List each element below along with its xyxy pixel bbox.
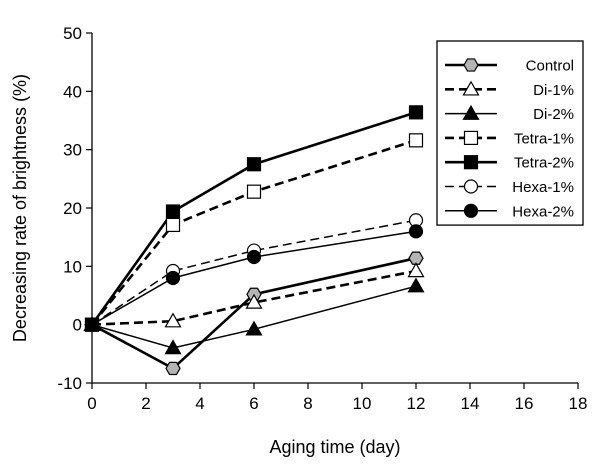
legend-marker xyxy=(463,179,479,194)
legend-label: Di-1% xyxy=(533,82,574,99)
x-tick-label: 2 xyxy=(141,394,150,413)
series-tetra-2pct xyxy=(90,111,417,326)
data-point xyxy=(408,105,424,120)
y-tick-label: 10 xyxy=(63,257,82,276)
legend-marker xyxy=(462,104,480,120)
y-tick-label: -10 xyxy=(57,374,82,393)
legend-marker xyxy=(463,155,479,170)
data-point xyxy=(165,204,181,219)
legend-label: Control xyxy=(526,58,574,75)
series-di-1pct xyxy=(91,269,417,326)
series-layer xyxy=(83,105,425,376)
y-tick-label: 30 xyxy=(63,141,82,160)
series-markers-di-1pct xyxy=(83,262,425,331)
legend-marker xyxy=(463,130,479,145)
axes-layer: -10 0 10 20 30 40 50 0 2 4 6 8 10 12 14 16 18 xyxy=(57,24,587,413)
series-line-di-2pct xyxy=(91,285,417,349)
series-line-control xyxy=(91,256,417,371)
y-tick-label: 0 xyxy=(73,316,82,335)
y-tick-label: 40 xyxy=(63,82,82,101)
legend-box xyxy=(436,40,584,226)
series-hexa-1pct xyxy=(91,219,417,326)
x-tick-label: 16 xyxy=(515,394,534,413)
data-point xyxy=(407,277,425,293)
x-tick-label: 18 xyxy=(569,394,588,413)
y-tick-label: 50 xyxy=(63,24,82,43)
legend-item-hexa-2pct: Hexa-2% xyxy=(445,203,574,220)
x-axis-title: Aging time (day) xyxy=(269,437,400,457)
series-markers-hexa-2pct xyxy=(84,224,424,332)
legend-marker xyxy=(462,80,480,96)
x-tick-label: 8 xyxy=(303,394,312,413)
data-point xyxy=(165,217,181,233)
x-tick-label: 14 xyxy=(461,394,480,413)
legend-item-tetra-2pct: Tetra-2% xyxy=(445,155,574,172)
series-line-tetra-1pct xyxy=(90,139,417,326)
series-markers-control xyxy=(84,251,424,376)
x-tick-label: 4 xyxy=(195,394,204,413)
legend-label: Tetra-2% xyxy=(514,155,574,172)
data-point xyxy=(245,320,263,336)
series-control xyxy=(91,256,417,371)
y-axis-title: Decreasing rate of brightness (%) xyxy=(10,74,30,342)
legend-label: Hexa-1% xyxy=(512,179,574,196)
series-line-di-1pct xyxy=(91,269,417,326)
series-line-hexa-1pct xyxy=(91,219,417,326)
data-point xyxy=(407,262,425,278)
series-tetra-1pct xyxy=(90,139,417,326)
legend-label: Di-2% xyxy=(533,106,574,123)
data-point xyxy=(165,270,181,286)
legend-item-hexa-1pct: Hexa-1% xyxy=(445,179,574,196)
series-line-hexa-2pct xyxy=(91,230,417,326)
legend-marker xyxy=(463,58,479,72)
legend-label: Tetra-1% xyxy=(514,130,574,147)
data-point xyxy=(246,249,262,265)
x-tick-label: 6 xyxy=(249,394,258,413)
data-point xyxy=(408,224,424,239)
legend-marker xyxy=(463,203,479,218)
data-point xyxy=(408,133,424,148)
x-tick-label: 0 xyxy=(87,394,96,413)
data-point xyxy=(246,184,262,199)
legend-label: Hexa-2% xyxy=(512,203,574,220)
series-hexa-2pct xyxy=(91,230,417,326)
legend: Control Di-1% Di-2% Tetra-1% Tetra-2% Hexa-1%… xyxy=(436,40,584,226)
y-tick-label: 20 xyxy=(63,199,82,218)
legend-item-di-1pct: Di-1% xyxy=(445,80,574,99)
legend-item-control: Control xyxy=(445,58,574,75)
data-point xyxy=(164,312,182,328)
data-point xyxy=(164,339,182,355)
x-tick-label: 10 xyxy=(353,394,372,413)
series-line-tetra-2pct xyxy=(90,111,417,326)
series-markers-hexa-1pct xyxy=(84,213,424,332)
data-point xyxy=(246,157,262,172)
legend-item-di-2pct: Di-2% xyxy=(445,104,574,123)
data-point xyxy=(245,293,263,309)
data-point xyxy=(408,251,424,265)
data-point xyxy=(165,361,181,376)
series-di-2pct xyxy=(91,285,417,349)
legend-item-tetra-1pct: Tetra-1% xyxy=(445,130,574,147)
x-tick-label: 12 xyxy=(407,394,426,413)
